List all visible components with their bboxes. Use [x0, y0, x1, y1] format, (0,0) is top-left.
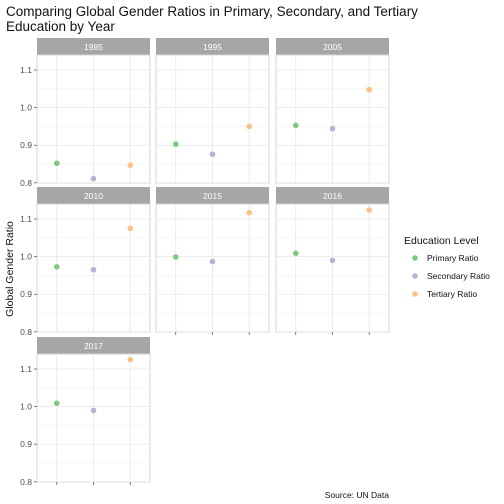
facet-strip — [37, 187, 150, 204]
data-point-secondary-ratio — [90, 407, 97, 414]
facet-strip — [276, 38, 389, 55]
y-tick-label: 1.0 — [20, 252, 32, 262]
data-point-secondary-ratio — [329, 257, 336, 264]
y-tick-label: 1.1 — [20, 65, 32, 75]
facet-strip-label: 2017 — [84, 341, 103, 351]
facet-strip — [276, 187, 389, 204]
chart-title-line-2: Education by Year — [6, 19, 115, 34]
y-tick-label: 1.0 — [20, 103, 32, 113]
y-tick-label: 1.1 — [20, 364, 32, 374]
chart-caption: Source: UN Data — [325, 490, 390, 500]
legend-key — [412, 255, 418, 261]
facet-strip — [156, 38, 269, 55]
facet-strip — [156, 187, 269, 204]
data-point-primary-ratio — [53, 400, 60, 407]
data-point-primary-ratio — [292, 250, 299, 257]
facet-strip-label: 2010 — [84, 191, 103, 201]
data-point-primary-ratio — [172, 254, 179, 260]
facet-strip-label: 2016 — [323, 191, 342, 201]
data-point-primary-ratio — [53, 263, 60, 270]
y-tick-label: 0.9 — [20, 140, 32, 150]
data-point-primary-ratio — [172, 141, 179, 147]
data-point-primary-ratio — [292, 122, 299, 129]
y-tick-label: 1.0 — [20, 402, 32, 412]
y-tick-label: 0.8 — [20, 327, 32, 337]
facet-strip-label: 2015 — [203, 191, 222, 201]
y-tick-label: 0.8 — [20, 178, 32, 188]
y-tick-label: 1.1 — [20, 214, 32, 224]
facet-2017: 2017 0.8 0.9 1.0 1.1 — [20, 337, 151, 487]
data-point-tertiary-ratio — [366, 86, 373, 93]
data-point-tertiary-ratio — [127, 356, 134, 363]
data-point-secondary-ratio — [209, 258, 216, 265]
y-axis-title: Global Gender Ratio — [4, 221, 16, 317]
legend-title: Education Level — [404, 235, 479, 247]
facet-strip-label: 1985 — [84, 42, 103, 52]
facet-grid: 1985 0.8 0.9 1.0 1.1 1995 2005 2010 0.8 0.9 1.0 1.1… — [20, 38, 390, 487]
legend-key — [412, 291, 418, 297]
legend: Education Level Primary Ratio Secondary Ra… — [404, 235, 490, 299]
facet-2010: 2010 0.8 0.9 1.0 1.1 — [20, 187, 151, 337]
facet-1985: 1985 0.8 0.9 1.0 1.1 — [20, 38, 151, 188]
y-tick-label: 0.9 — [20, 439, 32, 449]
facet-2015: 2015 — [155, 187, 270, 335]
data-point-secondary-ratio — [90, 175, 97, 182]
facet-2016: 2016 — [275, 187, 390, 335]
legend-label: Primary Ratio — [427, 253, 479, 263]
facet-strip-label: 1995 — [203, 42, 222, 52]
legend-label: Secondary Ratio — [427, 271, 490, 281]
data-point-secondary-ratio — [90, 266, 97, 273]
chart-title-line-1: Comparing Global Gender Ratios in Primar… — [6, 4, 418, 19]
facet-strip — [37, 337, 150, 354]
data-point-secondary-ratio — [209, 151, 216, 158]
facet-strip-label: 2005 — [323, 42, 342, 52]
facet-2005: 2005 — [275, 38, 390, 184]
data-point-tertiary-ratio — [127, 162, 134, 168]
facet-1995: 1995 — [155, 38, 270, 184]
legend-key — [412, 273, 418, 279]
data-point-tertiary-ratio — [366, 207, 373, 213]
data-point-tertiary-ratio — [246, 209, 253, 216]
data-point-tertiary-ratio — [127, 225, 134, 232]
data-point-tertiary-ratio — [246, 123, 253, 130]
y-tick-label: 0.8 — [20, 477, 32, 487]
facet-strip — [37, 38, 150, 55]
data-point-primary-ratio — [53, 160, 60, 167]
legend-label: Tertiary Ratio — [427, 289, 477, 299]
y-tick-label: 0.9 — [20, 289, 32, 299]
data-point-secondary-ratio — [329, 125, 336, 132]
